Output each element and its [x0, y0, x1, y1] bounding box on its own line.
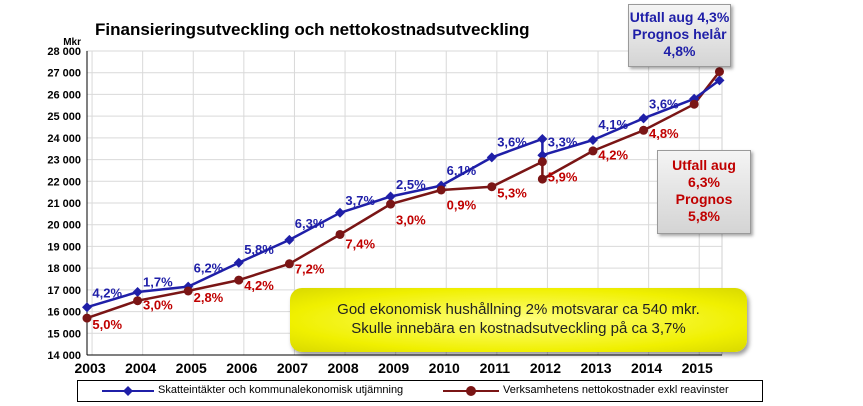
blue-data-label: 6,1% [447, 163, 477, 178]
red-data-label: 4,2% [598, 148, 628, 163]
blue-point [714, 75, 725, 86]
red-data-label: 5,9% [548, 169, 578, 184]
y-tick-label: 24 000 [47, 133, 81, 145]
blue-data-label: 1,7% [143, 275, 173, 290]
red-data-label: 4,2% [244, 278, 274, 293]
red-point [386, 199, 396, 209]
y-tick-label: 22 000 [47, 176, 81, 188]
red-point [133, 296, 143, 306]
red-data-label: 3,0% [396, 213, 426, 228]
red-point [537, 174, 547, 184]
red-box-line-1: Utfall aug [672, 157, 736, 173]
blue-box-line-2: Prognos helår [632, 26, 727, 42]
blue-box-line-3: 4,8% [663, 43, 696, 59]
blue-point [334, 207, 345, 218]
x-tick-label: 2012 [530, 360, 561, 376]
blue-data-label: 4,1% [598, 117, 628, 132]
red-data-label: 0,9% [447, 198, 477, 213]
red-data-label: 5,3% [497, 186, 527, 201]
x-tick-label: 2015 [682, 360, 713, 376]
y-tick-label: 20 000 [47, 220, 81, 232]
blue-data-label: 6,3% [295, 216, 325, 231]
red-data-label: 3,0% [143, 297, 173, 312]
y-tick-label: 25 000 [47, 111, 81, 123]
x-tick-label: 2007 [277, 360, 308, 376]
red-data-label: 4,8% [649, 126, 679, 141]
blue-data-label: 5,8% [244, 242, 274, 257]
legend-swatch-red [443, 386, 499, 396]
blue-data-label: 3,6% [649, 97, 679, 112]
x-tick-label: 2004 [125, 360, 156, 376]
x-tick-label: 2006 [226, 360, 257, 376]
blue-data-label: 3,3% [548, 135, 578, 150]
y-tick-label: 28 000 [47, 46, 81, 58]
blue-point [385, 191, 396, 202]
y-tick-label: 27 000 [47, 68, 81, 80]
blue-point [486, 152, 497, 163]
red-point [537, 157, 547, 167]
red-point [714, 67, 724, 77]
y-tick-label: 26 000 [47, 89, 81, 101]
legend-label-blue: Skatteintäkter och kommunalekonomisk utj… [158, 384, 404, 396]
red-point [588, 146, 598, 156]
blue-point [82, 302, 92, 313]
x-tick-label: 2014 [631, 360, 662, 376]
x-tick-label: 2008 [327, 360, 358, 376]
red-point [436, 185, 446, 195]
red-point [82, 313, 92, 323]
blue-point [233, 257, 244, 268]
y-tick-label: 16 000 [47, 307, 81, 319]
red-point [335, 229, 345, 239]
red-data-label: 7,4% [345, 237, 375, 252]
legend-label-red: Verksamhetens nettokostnader exkl reavin… [503, 384, 729, 396]
x-tick-label: 2009 [378, 360, 409, 376]
yellow-box-line-1: God ekonomisk hushållning 2% motsvarar c… [337, 301, 700, 318]
x-tick-label: 2005 [176, 360, 207, 376]
red-point [487, 182, 497, 192]
red-box-line-3: Prognos [675, 191, 733, 207]
red-point [639, 125, 649, 135]
blue-point [132, 287, 143, 298]
y-axis-label: Mkr [63, 37, 81, 48]
red-data-label: 5,0% [92, 317, 122, 332]
y-tick-label: 15 000 [47, 328, 81, 340]
x-tick-label: 2013 [580, 360, 611, 376]
chart-legend: Skatteintäkter och kommunalekonomisk utj… [77, 380, 763, 402]
yellow-note-box: God ekonomisk hushållning 2% motsvarar c… [290, 288, 747, 352]
red-box-line-4: 5,8% [688, 208, 720, 224]
blue-point [587, 135, 598, 146]
blue-data-label: 4,2% [92, 285, 122, 300]
blue-point [537, 150, 548, 161]
red-data-label: 7,2% [295, 262, 325, 277]
blue-point [284, 234, 295, 245]
y-tick-label: 17 000 [47, 285, 81, 297]
x-tick-label: 2010 [429, 360, 460, 376]
red-forecast-box: Utfall aug 6,3% Prognos 5,8% [657, 150, 751, 234]
y-tick-label: 18 000 [47, 263, 81, 275]
y-tick-label: 23 000 [47, 155, 81, 167]
red-point [183, 286, 193, 296]
red-data-label: 2,8% [194, 290, 224, 305]
chart-title: Finansieringsutveckling och nettokostnad… [95, 20, 530, 39]
red-box-line-2: 6,3% [688, 174, 720, 190]
red-point [284, 259, 294, 269]
yellow-box-line-2: Skulle innebära en kostnadsutveckling på… [351, 320, 686, 337]
y-tick-label: 21 000 [47, 198, 81, 210]
x-tick-label: 2003 [74, 360, 105, 376]
red-point [234, 275, 244, 285]
y-tick-label: 14 000 [47, 350, 81, 362]
blue-data-label: 3,7% [345, 193, 375, 208]
red-point [689, 99, 699, 109]
blue-data-label: 6,2% [194, 260, 224, 275]
legend-swatch-blue [102, 386, 154, 396]
y-tick-label: 19 000 [47, 241, 81, 253]
blue-point [638, 113, 649, 124]
blue-data-label: 3,6% [497, 135, 527, 150]
blue-point [537, 133, 548, 144]
blue-forecast-box: Utfall aug 4,3% Prognos helår 4,8% [628, 4, 731, 67]
blue-data-label: 2,5% [396, 177, 426, 192]
x-tick-label: 2011 [480, 360, 511, 376]
blue-box-line-1: Utfall aug 4,3% [629, 9, 730, 25]
